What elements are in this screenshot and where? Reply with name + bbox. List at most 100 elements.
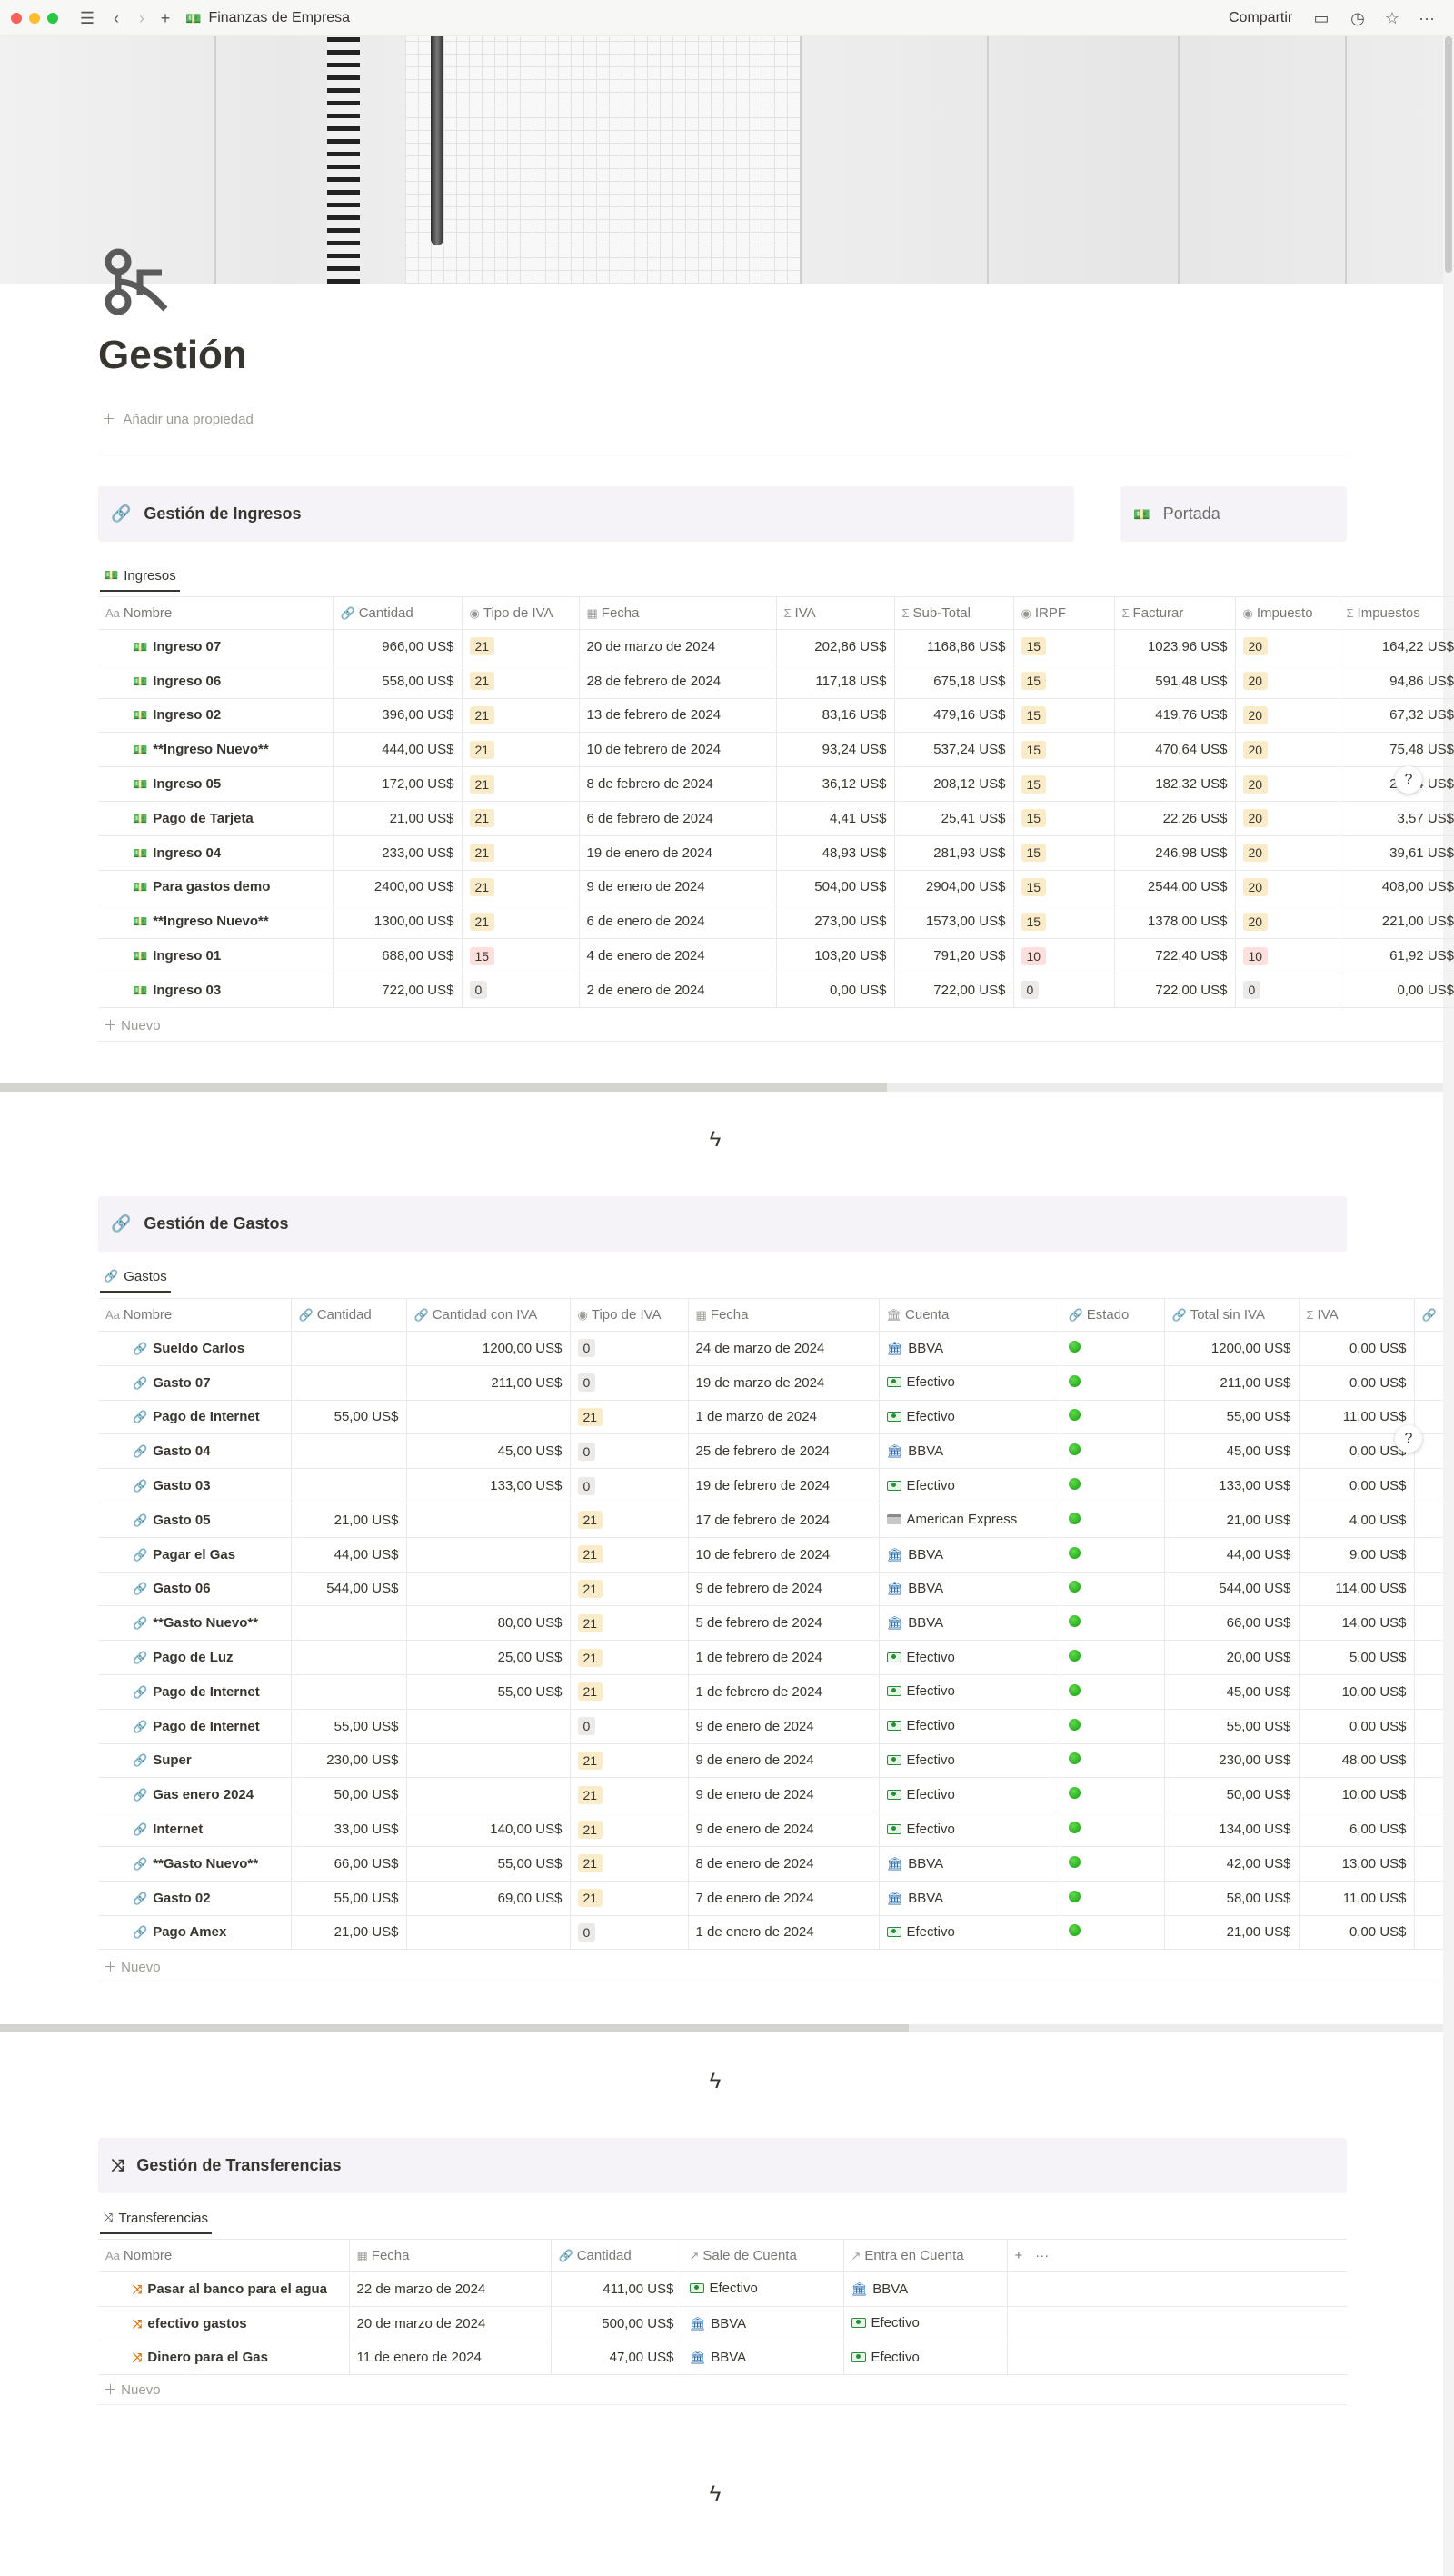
column-header-cuenta[interactable]: 🏛 Cuenta bbox=[879, 1298, 1061, 1332]
new-row-ingresos-button[interactable]: ＋ Nuevo bbox=[104, 1018, 161, 1033]
callout-transferencias[interactable]: ⤨ Gestión de Transferencias bbox=[98, 2138, 1347, 2193]
number-cell[interactable]: 50,00 US$ bbox=[291, 1777, 407, 1813]
row-name[interactable]: 🔗 Gas enero 2024 bbox=[98, 1777, 292, 1813]
new-row-gastos-button[interactable]: ＋ Nuevo bbox=[104, 1960, 161, 1975]
status-cell[interactable] bbox=[1061, 1674, 1165, 1710]
column-header-estado[interactable]: 🔗 Estado bbox=[1061, 1298, 1165, 1332]
tab-ingresos-label[interactable]: Ingresos bbox=[124, 567, 176, 584]
number-cell[interactable]: 11,00 US$ bbox=[1299, 1881, 1415, 1916]
number-cell[interactable]: 675,18 US$ bbox=[894, 664, 1014, 699]
account-cell[interactable]: 🏛 BBVA bbox=[682, 2306, 844, 2341]
account-cell[interactable]: American Express bbox=[879, 1503, 1061, 1538]
column-header-irpf[interactable]: ◉ IRPF bbox=[1013, 596, 1115, 630]
column-header-label[interactable]: Entra en Cuenta bbox=[864, 2248, 964, 2263]
horizontal-scrollbar[interactable] bbox=[0, 2024, 1443, 2032]
tag-cell[interactable]: 15 bbox=[1013, 629, 1115, 664]
table-row[interactable]: 💵 **Ingreso Nuevo** 444,00 US$ 21 10 de febr… bbox=[98, 732, 1454, 768]
row-name-label[interactable]: Super bbox=[153, 1752, 192, 1769]
number-cell[interactable]: 67,32 US$ bbox=[1339, 698, 1454, 734]
column-header-label[interactable]: IRPF bbox=[1034, 605, 1067, 621]
status-cell[interactable] bbox=[1061, 1468, 1165, 1503]
column-header-cantidad[interactable]: 🔗 Cantidad bbox=[551, 2239, 682, 2272]
number-cell[interactable]: 230,00 US$ bbox=[291, 1743, 407, 1779]
text-cell[interactable]: 9 de enero de 2024 bbox=[688, 1709, 880, 1744]
text-cell[interactable]: 19 de enero de 2024 bbox=[579, 835, 777, 871]
text-cell[interactable]: 1 de marzo de 2024 bbox=[688, 1400, 880, 1435]
row-name[interactable]: 🔗 Gasto 02 bbox=[98, 1881, 292, 1916]
row-name[interactable]: 🔗 Internet bbox=[98, 1812, 292, 1847]
row-name-label[interactable]: Gasto 05 bbox=[153, 1512, 211, 1528]
tab-gastos[interactable]: 🔗 Gastos bbox=[100, 1262, 171, 1293]
text-cell[interactable]: 19 de marzo de 2024 bbox=[688, 1365, 880, 1401]
row-name[interactable]: 💵 Ingreso 05 bbox=[98, 766, 334, 802]
number-cell[interactable]: 21,00 US$ bbox=[291, 1503, 407, 1538]
number-cell[interactable] bbox=[406, 1743, 571, 1779]
callout-gastos[interactable]: 🔗 Gestión de Gastos bbox=[98, 1196, 1347, 1252]
tag-cell[interactable]: 0 bbox=[1013, 973, 1115, 1008]
row-name[interactable]: 🔗 **Gasto Nuevo** bbox=[98, 1605, 292, 1642]
number-cell[interactable]: 55,00 US$ bbox=[291, 1709, 407, 1744]
number-cell[interactable]: 0,00 US$ bbox=[1299, 1709, 1415, 1744]
tag-cell[interactable]: 21 bbox=[462, 766, 580, 802]
tab-ingresos[interactable]: 💵 Ingresos bbox=[100, 561, 180, 592]
number-cell[interactable]: 444,00 US$ bbox=[333, 732, 463, 768]
account-cell[interactable]: Efectivo bbox=[879, 1812, 1061, 1847]
callout-transferencias-title[interactable]: Gestión de Transferencias bbox=[136, 2156, 342, 2174]
truncated-cell[interactable] bbox=[1414, 1743, 1443, 1779]
account-cell[interactable]: Efectivo bbox=[879, 1468, 1061, 1503]
number-cell[interactable]: 3,57 US$ bbox=[1339, 801, 1454, 836]
text-cell[interactable]: 8 de enero de 2024 bbox=[688, 1846, 880, 1882]
text-cell[interactable]: 13 de febrero de 2024 bbox=[579, 698, 777, 734]
number-cell[interactable]: 558,00 US$ bbox=[333, 664, 463, 699]
status-cell[interactable] bbox=[1061, 1365, 1165, 1401]
number-cell[interactable]: 419,76 US$ bbox=[1114, 698, 1236, 734]
truncated-cell[interactable] bbox=[1414, 1709, 1443, 1744]
tag-cell[interactable]: 21 bbox=[462, 629, 580, 664]
text-cell[interactable]: 22 de marzo de 2024 bbox=[349, 2271, 552, 2307]
number-cell[interactable]: 1378,00 US$ bbox=[1114, 904, 1236, 940]
number-cell[interactable] bbox=[406, 1537, 571, 1573]
number-cell[interactable]: 230,00 US$ bbox=[1164, 1743, 1300, 1779]
number-cell[interactable] bbox=[406, 1709, 571, 1744]
tag-cell[interactable]: 20 bbox=[1235, 801, 1339, 836]
merge-arrow-icon[interactable] bbox=[98, 245, 180, 318]
column-header-label[interactable]: Tipo de IVA bbox=[591, 1307, 662, 1323]
row-name-label[interactable]: Ingreso 04 bbox=[153, 844, 222, 861]
text-cell[interactable]: 1 de febrero de 2024 bbox=[688, 1674, 880, 1710]
account-cell[interactable]: 🏛 BBVA bbox=[879, 1605, 1061, 1642]
tag-cell[interactable]: 20 bbox=[1235, 904, 1339, 940]
callout-ingresos[interactable]: 🔗 Gestión de Ingresos bbox=[98, 486, 1074, 542]
number-cell[interactable]: 140,00 US$ bbox=[406, 1812, 571, 1847]
text-cell[interactable]: 20 de marzo de 2024 bbox=[579, 629, 777, 664]
number-cell[interactable]: 22,26 US$ bbox=[1114, 801, 1236, 836]
tag-cell[interactable]: 21 bbox=[570, 1640, 689, 1675]
number-cell[interactable]: 233,00 US$ bbox=[333, 835, 463, 871]
column-header-label[interactable]: Sub-Total bbox=[912, 605, 971, 621]
row-name-label[interactable]: **Gasto Nuevo** bbox=[153, 1615, 259, 1632]
number-cell[interactable]: 504,00 US$ bbox=[776, 870, 895, 905]
number-cell[interactable]: 10,00 US$ bbox=[1299, 1674, 1415, 1710]
account-cell[interactable]: Efectivo bbox=[879, 1777, 1061, 1813]
column-header-label[interactable]: Cantidad con IVA bbox=[432, 1307, 538, 1323]
table-row[interactable]: 💵 Ingreso 06 558,00 US$ 21 28 de febrero de … bbox=[98, 664, 1454, 699]
table-row[interactable]: 💵 Ingreso 07 966,00 US$ 21 20 de marzo de 20… bbox=[98, 629, 1454, 664]
new-row-label[interactable]: Nuevo bbox=[121, 2382, 161, 2398]
column-header-cantidad[interactable]: 🔗 Cantidad bbox=[291, 1298, 407, 1332]
row-name[interactable]: 💵 Para gastos demo bbox=[98, 870, 334, 905]
tag-cell[interactable]: 15 bbox=[1013, 835, 1115, 871]
number-cell[interactable] bbox=[291, 1674, 407, 1710]
status-cell[interactable] bbox=[1061, 1846, 1165, 1882]
column-header-facturar[interactable]: Σ Facturar bbox=[1114, 596, 1236, 630]
number-cell[interactable]: 10,00 US$ bbox=[1299, 1777, 1415, 1813]
column-header-label[interactable]: Cantidad bbox=[576, 2248, 632, 2263]
column-header-label[interactable]: Cantidad bbox=[358, 605, 413, 621]
number-cell[interactable]: 47,00 US$ bbox=[551, 2341, 682, 2376]
column-header-label[interactable]: IVA bbox=[1317, 1307, 1339, 1323]
number-cell[interactable] bbox=[291, 1433, 407, 1470]
number-cell[interactable]: 408,00 US$ bbox=[1339, 870, 1454, 905]
column-header-impuesto[interactable]: ◉ Impuesto bbox=[1235, 596, 1339, 630]
number-cell[interactable]: 4,00 US$ bbox=[1299, 1503, 1415, 1538]
tag-cell[interactable]: 21 bbox=[570, 1846, 689, 1882]
number-cell[interactable]: 48,93 US$ bbox=[776, 835, 895, 871]
text-cell[interactable]: 7 de enero de 2024 bbox=[688, 1881, 880, 1916]
